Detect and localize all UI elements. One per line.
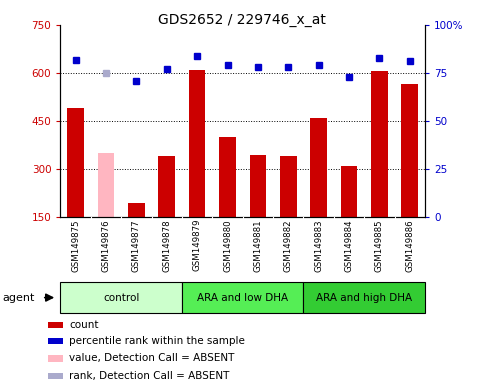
Text: count: count xyxy=(69,320,99,330)
Text: GSM149875: GSM149875 xyxy=(71,219,80,271)
Bar xyxy=(303,282,425,313)
Bar xyxy=(219,137,236,217)
Bar xyxy=(250,155,266,217)
Text: ARA and low DHA: ARA and low DHA xyxy=(197,293,288,303)
Text: GSM149884: GSM149884 xyxy=(344,219,354,271)
Text: GSM149878: GSM149878 xyxy=(162,219,171,271)
Bar xyxy=(158,156,175,217)
Text: GSM149886: GSM149886 xyxy=(405,219,414,271)
Bar xyxy=(48,321,63,328)
Text: GSM149881: GSM149881 xyxy=(254,219,262,271)
Bar xyxy=(182,282,303,313)
Bar xyxy=(67,108,84,217)
Text: control: control xyxy=(103,293,139,303)
Bar xyxy=(98,153,114,217)
Bar xyxy=(401,84,418,217)
Bar xyxy=(128,203,145,217)
Bar xyxy=(60,282,182,313)
Bar xyxy=(48,355,63,362)
Bar xyxy=(48,372,63,379)
Text: GSM149879: GSM149879 xyxy=(193,219,201,271)
Bar xyxy=(280,156,297,217)
Text: rank, Detection Call = ABSENT: rank, Detection Call = ABSENT xyxy=(69,371,229,381)
Text: GSM149885: GSM149885 xyxy=(375,219,384,271)
Bar xyxy=(48,338,63,344)
Bar xyxy=(341,166,357,217)
Text: value, Detection Call = ABSENT: value, Detection Call = ABSENT xyxy=(69,353,235,364)
Bar xyxy=(310,118,327,217)
Text: GSM149876: GSM149876 xyxy=(101,219,111,271)
Text: percentile rank within the sample: percentile rank within the sample xyxy=(69,336,245,346)
Text: ARA and high DHA: ARA and high DHA xyxy=(316,293,412,303)
Text: GSM149880: GSM149880 xyxy=(223,219,232,271)
Text: GDS2652 / 229746_x_at: GDS2652 / 229746_x_at xyxy=(157,13,326,27)
Text: GSM149883: GSM149883 xyxy=(314,219,323,271)
Bar xyxy=(189,70,205,217)
Text: agent: agent xyxy=(2,293,35,303)
Text: GSM149877: GSM149877 xyxy=(132,219,141,271)
Bar xyxy=(371,71,388,217)
Text: GSM149882: GSM149882 xyxy=(284,219,293,271)
